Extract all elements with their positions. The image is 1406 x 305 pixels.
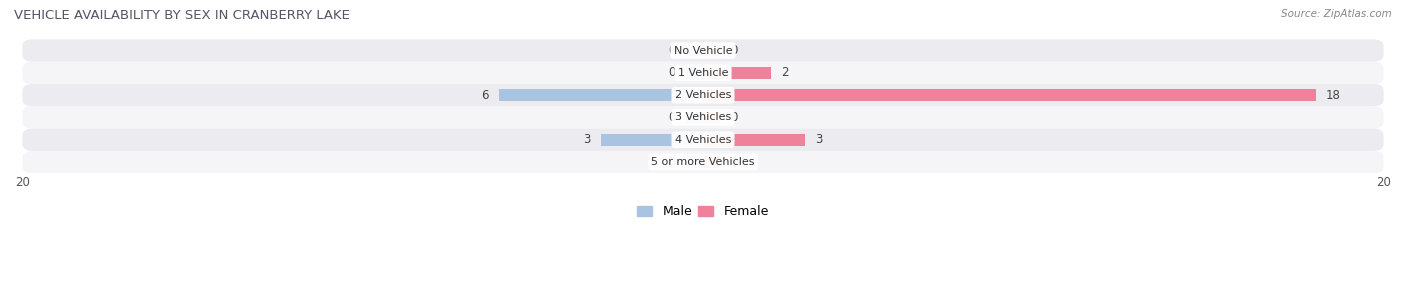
Bar [703, 134, 806, 145]
Text: 0: 0 [730, 156, 738, 169]
Text: 0: 0 [668, 66, 676, 79]
Bar [703, 45, 720, 56]
Text: No Vehicle: No Vehicle [673, 45, 733, 56]
Text: 2: 2 [782, 66, 789, 79]
Bar [600, 134, 703, 145]
Bar [703, 89, 1316, 101]
FancyBboxPatch shape [22, 151, 1384, 173]
FancyBboxPatch shape [22, 84, 1384, 106]
Legend: Male, Female: Male, Female [633, 200, 773, 223]
Bar [686, 67, 703, 79]
Bar [703, 67, 770, 79]
FancyBboxPatch shape [22, 62, 1384, 84]
Text: 3 Vehicles: 3 Vehicles [675, 113, 731, 123]
Text: 0: 0 [668, 111, 676, 124]
Bar [703, 156, 720, 168]
Text: 18: 18 [1326, 89, 1340, 102]
Text: 0: 0 [668, 156, 676, 169]
Bar [686, 112, 703, 123]
Text: 0: 0 [730, 111, 738, 124]
Bar [703, 112, 720, 123]
Text: 4 Vehicles: 4 Vehicles [675, 135, 731, 145]
FancyBboxPatch shape [22, 129, 1384, 151]
Text: 3: 3 [815, 133, 823, 146]
Text: Source: ZipAtlas.com: Source: ZipAtlas.com [1281, 9, 1392, 19]
Text: 1 Vehicle: 1 Vehicle [678, 68, 728, 78]
Bar [499, 89, 703, 101]
Text: 2 Vehicles: 2 Vehicles [675, 90, 731, 100]
Text: 3: 3 [583, 133, 591, 146]
Text: 5 or more Vehicles: 5 or more Vehicles [651, 157, 755, 167]
Bar [686, 156, 703, 168]
FancyBboxPatch shape [22, 39, 1384, 62]
FancyBboxPatch shape [22, 106, 1384, 129]
Text: 0: 0 [668, 44, 676, 57]
Bar [686, 45, 703, 56]
Text: VEHICLE AVAILABILITY BY SEX IN CRANBERRY LAKE: VEHICLE AVAILABILITY BY SEX IN CRANBERRY… [14, 9, 350, 22]
Text: 0: 0 [730, 44, 738, 57]
Text: 6: 6 [481, 89, 489, 102]
